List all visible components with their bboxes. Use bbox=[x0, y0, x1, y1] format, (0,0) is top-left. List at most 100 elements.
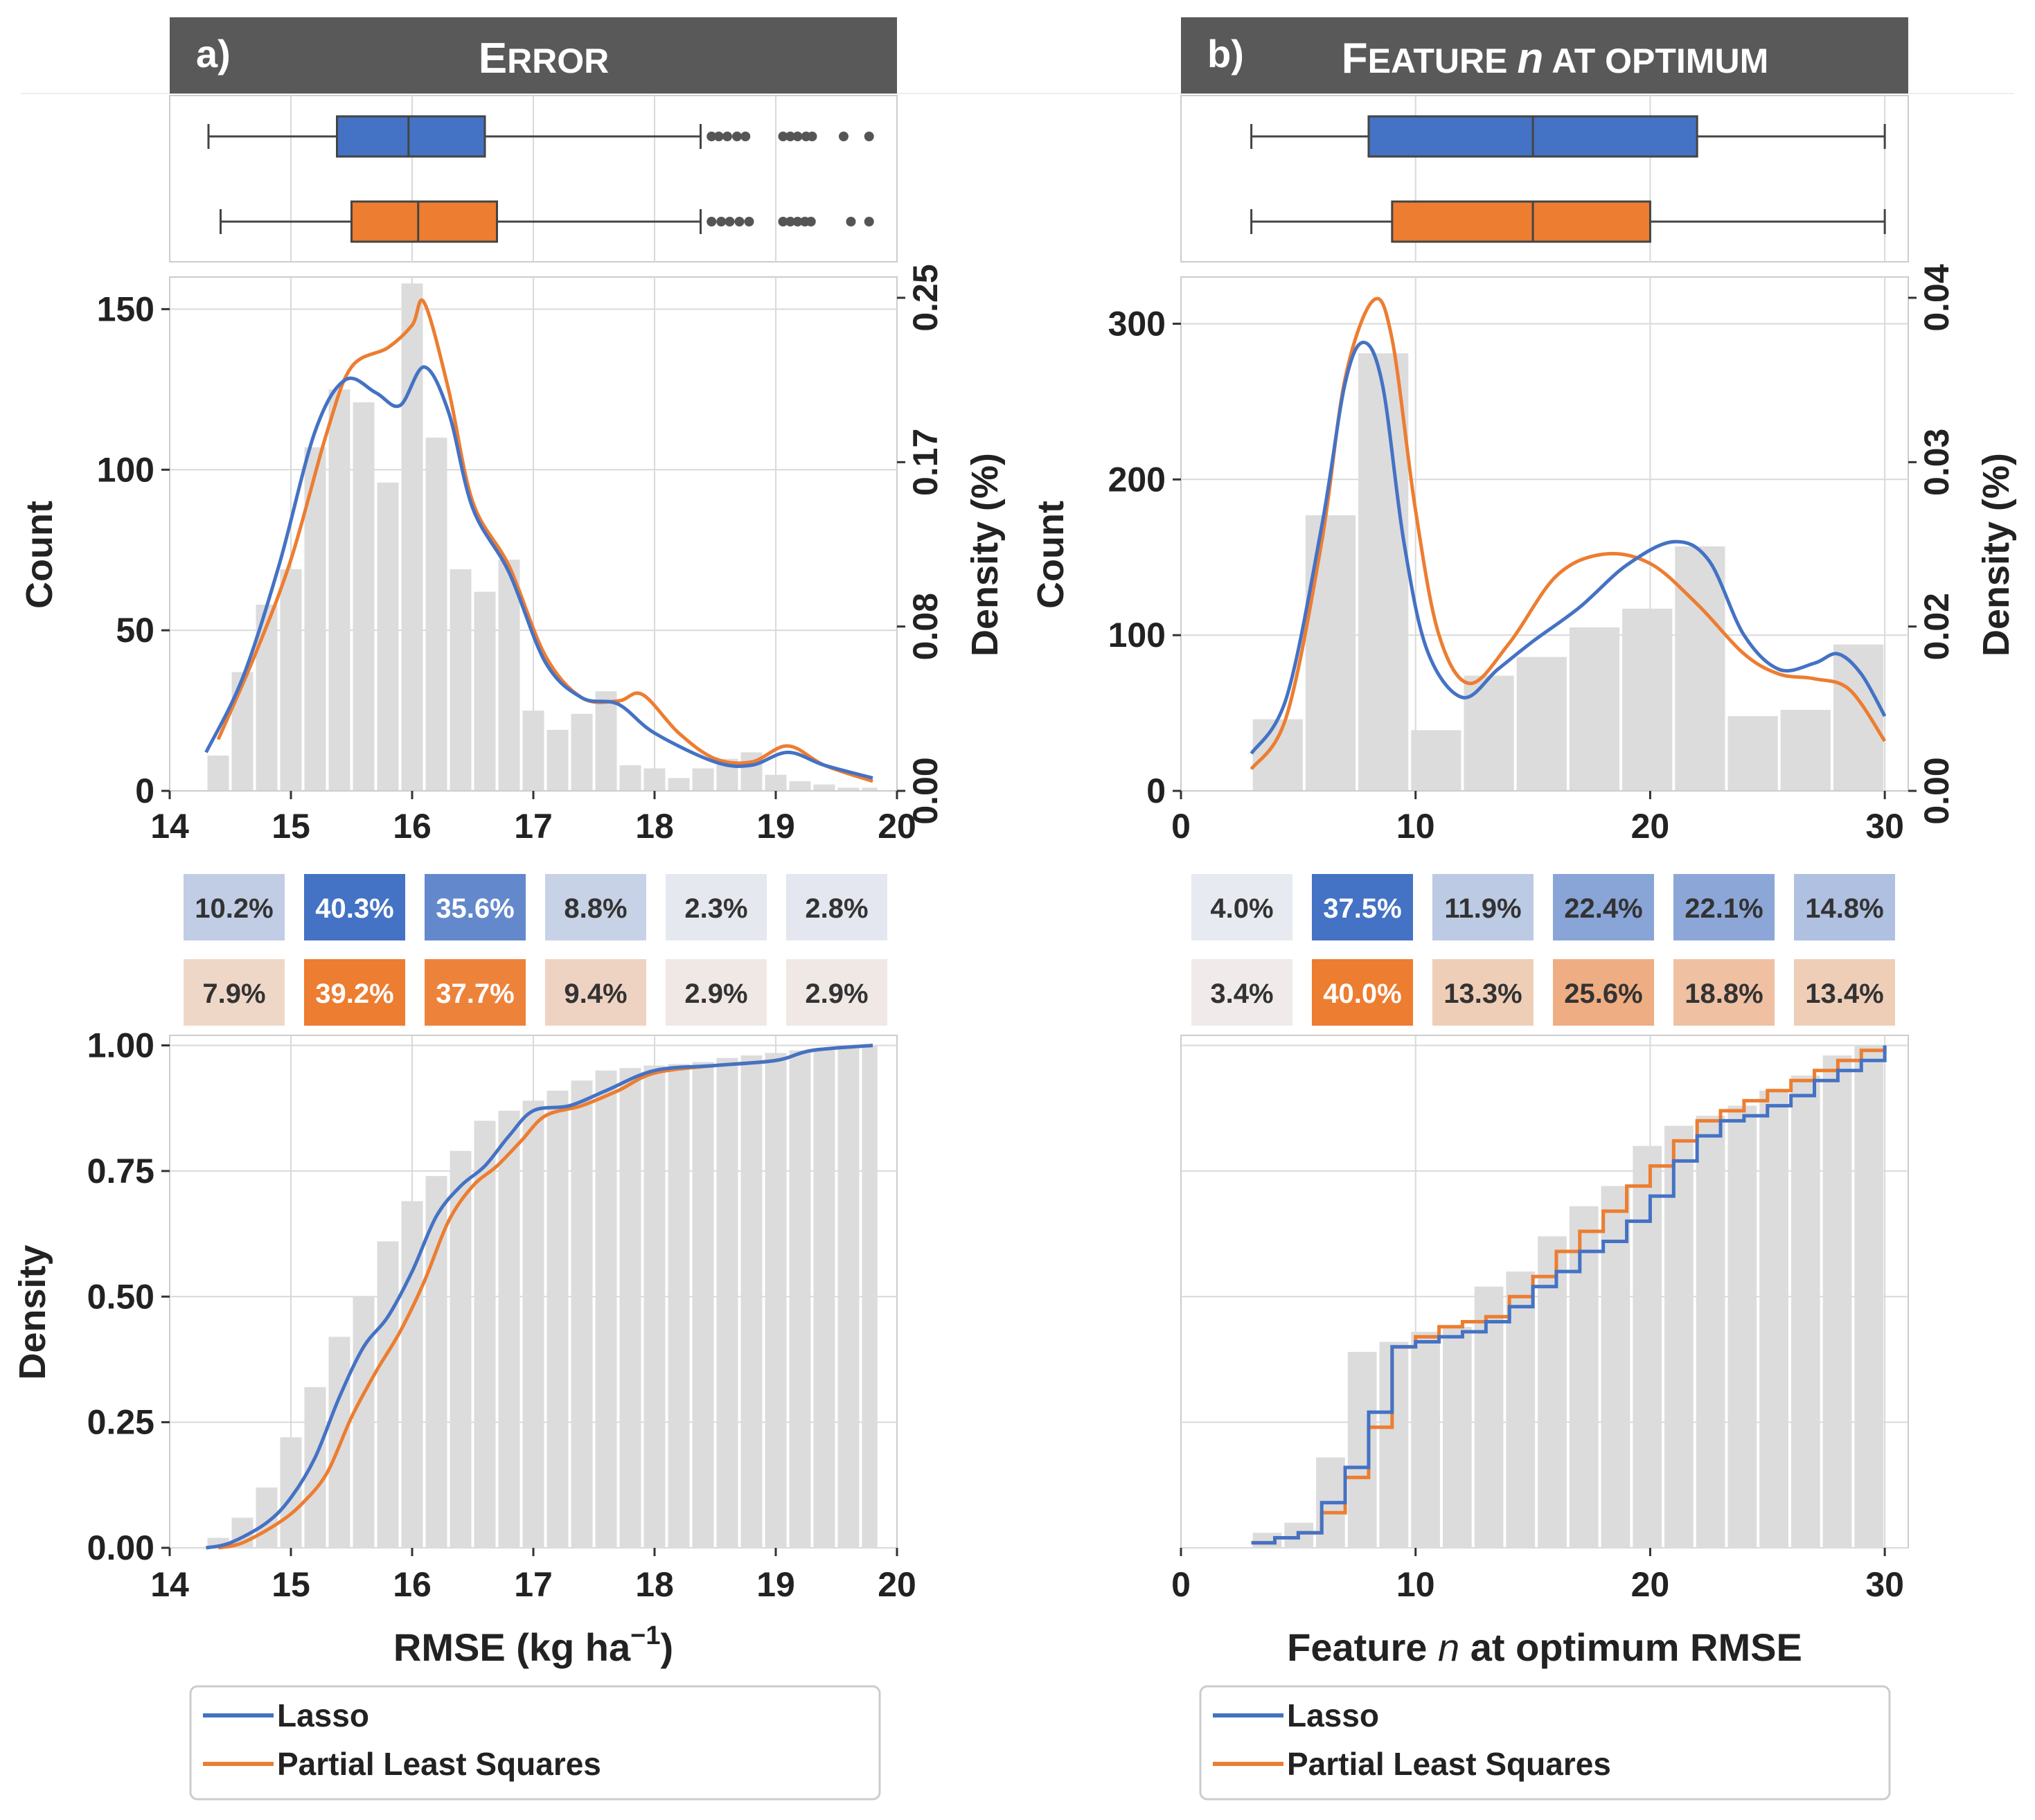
histogram-x-tick-label: 10 bbox=[1396, 807, 1435, 846]
percent-cell-label: 40.3% bbox=[315, 893, 393, 924]
cdf-x-tick-label: 18 bbox=[635, 1565, 674, 1604]
outlier-point bbox=[732, 132, 742, 141]
percent-cell bbox=[425, 959, 526, 1026]
histogram-bar bbox=[571, 713, 593, 791]
percent-cell bbox=[184, 874, 285, 940]
cdf-bar bbox=[450, 1150, 472, 1548]
cdf-axis-label: Density bbox=[12, 1244, 53, 1380]
count-y-tick-label: 50 bbox=[116, 611, 154, 650]
cdf-bar bbox=[740, 1055, 763, 1548]
histogram-bar bbox=[522, 711, 544, 791]
histogram-bar bbox=[450, 569, 472, 791]
histogram-bars bbox=[207, 283, 878, 791]
density-y-tick-label: 0.25 bbox=[906, 264, 945, 331]
percent-cell bbox=[1432, 874, 1534, 940]
outlier-point bbox=[778, 132, 788, 141]
cdf-bar bbox=[692, 1062, 714, 1548]
count-axis-label: Count bbox=[1030, 501, 1072, 609]
cdf-bar bbox=[862, 1045, 878, 1548]
cdf-bar bbox=[1790, 1076, 1820, 1548]
cdf-bar bbox=[280, 1437, 302, 1548]
cdf-x-tick-label: 0 bbox=[1171, 1565, 1191, 1604]
x-axis-label: RMSE (kg ha−1) bbox=[393, 1621, 673, 1669]
panel-a: a) ERROR 14 15 16 17 18 19 20 0 50 100 150 Count 0.00 0… bbox=[12, 17, 1006, 1801]
percent-cell bbox=[1794, 874, 1895, 940]
percent-cell-label: 37.7% bbox=[436, 979, 514, 1009]
count-y-tick-label: 150 bbox=[97, 289, 154, 328]
histogram-bar bbox=[425, 437, 447, 791]
panel-title: ERROR bbox=[479, 35, 610, 82]
cdf-bar bbox=[643, 1065, 666, 1548]
lasso-cdf-step bbox=[1251, 1045, 1887, 1545]
count-y-tick-label: 100 bbox=[1108, 616, 1166, 654]
cdf-y-tick-label: 0.25 bbox=[87, 1403, 154, 1442]
histogram-bar bbox=[546, 729, 569, 791]
percent-cell bbox=[1553, 874, 1654, 940]
histogram-bar bbox=[1516, 657, 1567, 791]
outlier-point bbox=[792, 132, 803, 141]
outlier-point bbox=[744, 217, 754, 226]
cdf-bar bbox=[1727, 1105, 1757, 1548]
cdf-bar bbox=[498, 1110, 520, 1548]
histogram-bar bbox=[1622, 608, 1673, 791]
pls-percent-row: 7.9% 39.2% 37.7% 9.4% 2.9% 2.9% bbox=[184, 959, 887, 1026]
percent-cell-label: 2.9% bbox=[684, 979, 747, 1009]
outlier-point bbox=[807, 132, 817, 141]
legend: Lasso Partial Least Squares bbox=[1199, 1685, 1891, 1801]
outlier-point bbox=[707, 217, 717, 226]
histogram-bar bbox=[1358, 353, 1409, 791]
box-iqr bbox=[350, 200, 498, 243]
cdf-bar bbox=[1379, 1341, 1409, 1548]
cdf-bar bbox=[1411, 1332, 1440, 1548]
percent-cell bbox=[1191, 874, 1292, 940]
pls-percent-row: 3.4% 40.0% 13.3% 25.6% 18.8% 13.4% bbox=[1191, 959, 1895, 1026]
outlier-point bbox=[740, 132, 751, 141]
density-y-tick-label: 0.00 bbox=[1917, 757, 1956, 824]
percent-cell-label: 25.6% bbox=[1564, 979, 1642, 1009]
cdf-bar bbox=[1854, 1045, 1884, 1548]
cdf-bar bbox=[1442, 1326, 1472, 1548]
histogram-bar bbox=[1252, 719, 1303, 791]
cdf-bar bbox=[1347, 1352, 1377, 1548]
histogram-bars bbox=[1252, 353, 1884, 791]
pls-boxplot bbox=[220, 200, 874, 243]
percent-cell bbox=[1673, 959, 1775, 1026]
cdf-y-tick-label: 0.75 bbox=[87, 1152, 154, 1190]
density-axis-label: Density (%) bbox=[1975, 453, 2017, 657]
percent-cell-label: 9.4% bbox=[564, 979, 627, 1009]
cdf-bar bbox=[1696, 1116, 1725, 1548]
cdf-bar bbox=[1569, 1206, 1599, 1548]
percent-cell-label: 40.0% bbox=[1323, 979, 1401, 1009]
panel-title-part: n bbox=[1517, 35, 1543, 82]
count-y-tick-label: 300 bbox=[1108, 304, 1166, 343]
histogram-bar bbox=[280, 569, 302, 791]
cdf-bar bbox=[571, 1080, 593, 1548]
lasso-kde-line bbox=[1250, 340, 1887, 755]
percent-cell-label: 18.8% bbox=[1685, 979, 1763, 1009]
outlier-point bbox=[864, 132, 874, 141]
percent-cell bbox=[786, 959, 887, 1026]
cdf-bar bbox=[522, 1100, 544, 1548]
lasso-kde-line bbox=[204, 365, 873, 780]
percent-cell bbox=[1312, 874, 1413, 940]
percent-cell-label: 10.2% bbox=[195, 893, 273, 924]
histogram-bar bbox=[1833, 644, 1884, 791]
cdf-x-tick-label: 10 bbox=[1396, 1565, 1435, 1604]
panel-title: FEATURE n AT OPTIMUM bbox=[1342, 35, 1768, 82]
lasso-cdf-line bbox=[205, 1044, 873, 1550]
cdf-bar bbox=[765, 1053, 787, 1548]
cdf-bar bbox=[474, 1121, 496, 1548]
outlier-point bbox=[725, 217, 735, 226]
histogram-x-tick-label: 18 bbox=[635, 807, 674, 846]
cdf-bar bbox=[1252, 1533, 1282, 1548]
histogram-bar bbox=[1675, 546, 1725, 791]
histogram-bar bbox=[207, 755, 229, 791]
percent-cell bbox=[1312, 959, 1413, 1026]
cdf-x-tick-label: 16 bbox=[393, 1565, 432, 1604]
histogram-bar bbox=[765, 774, 787, 791]
density-y-tick-label: 0.02 bbox=[1917, 593, 1956, 660]
pls-legend-label: Partial Least Squares bbox=[1287, 1746, 1611, 1782]
density-y-tick-label: 0.08 bbox=[906, 593, 945, 660]
percent-cell-label: 37.5% bbox=[1323, 893, 1401, 924]
